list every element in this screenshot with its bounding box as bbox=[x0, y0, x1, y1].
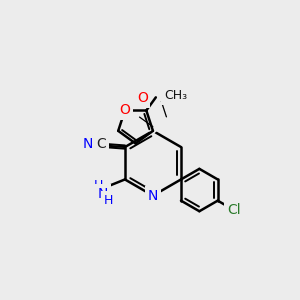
Text: H: H bbox=[103, 194, 113, 207]
Text: Cl: Cl bbox=[227, 203, 241, 217]
Text: N: N bbox=[82, 137, 93, 151]
Text: N: N bbox=[98, 187, 108, 201]
Text: O: O bbox=[137, 91, 148, 105]
Text: C: C bbox=[97, 137, 106, 151]
Text: N: N bbox=[148, 189, 158, 202]
Text: H: H bbox=[94, 179, 103, 192]
Text: CH₃: CH₃ bbox=[164, 89, 187, 102]
Text: O: O bbox=[119, 103, 130, 118]
